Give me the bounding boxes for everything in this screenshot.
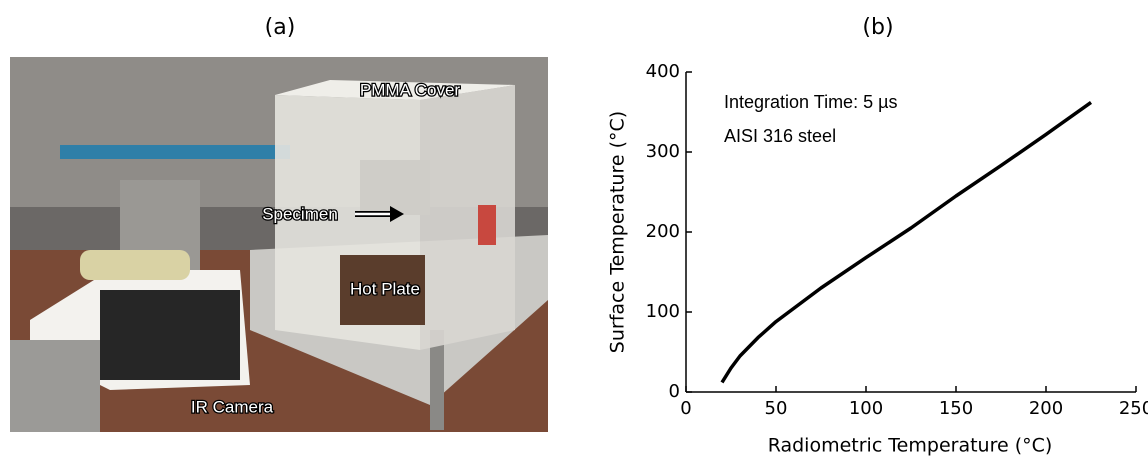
y-tick-label: 0 xyxy=(669,381,680,402)
photo-label: Specimen xyxy=(262,204,338,223)
x-tick-label: 150 xyxy=(939,398,973,419)
x-tick-label: 50 xyxy=(765,398,788,419)
photo xyxy=(10,57,548,432)
y-tick-label: 100 xyxy=(646,301,680,322)
x-tick-label: 0 xyxy=(680,398,691,419)
annotation: AISI 316 steel xyxy=(724,126,836,146)
data-line xyxy=(720,100,1093,384)
y-tick-label: 200 xyxy=(646,221,680,242)
panel-label: (b) xyxy=(862,15,893,40)
photo-label: IR Camera xyxy=(191,397,274,416)
panel-label: (a) xyxy=(265,15,296,40)
x-axis-title: Radiometric Temperature (°C) xyxy=(768,435,1053,457)
photo-label: PMMA Cover xyxy=(360,80,460,99)
y-tick-label: 300 xyxy=(646,141,680,162)
y-tick-label: 400 xyxy=(646,61,680,82)
y-axis-title: Surface Temperature (°C) xyxy=(607,111,629,353)
x-tick-label: 100 xyxy=(849,398,883,419)
annotation: Integration Time: 5 µs xyxy=(724,92,897,112)
x-tick-label: 200 xyxy=(1029,398,1063,419)
photo-label: Hot Plate xyxy=(350,279,420,298)
x-tick-label: 250 xyxy=(1119,398,1148,419)
